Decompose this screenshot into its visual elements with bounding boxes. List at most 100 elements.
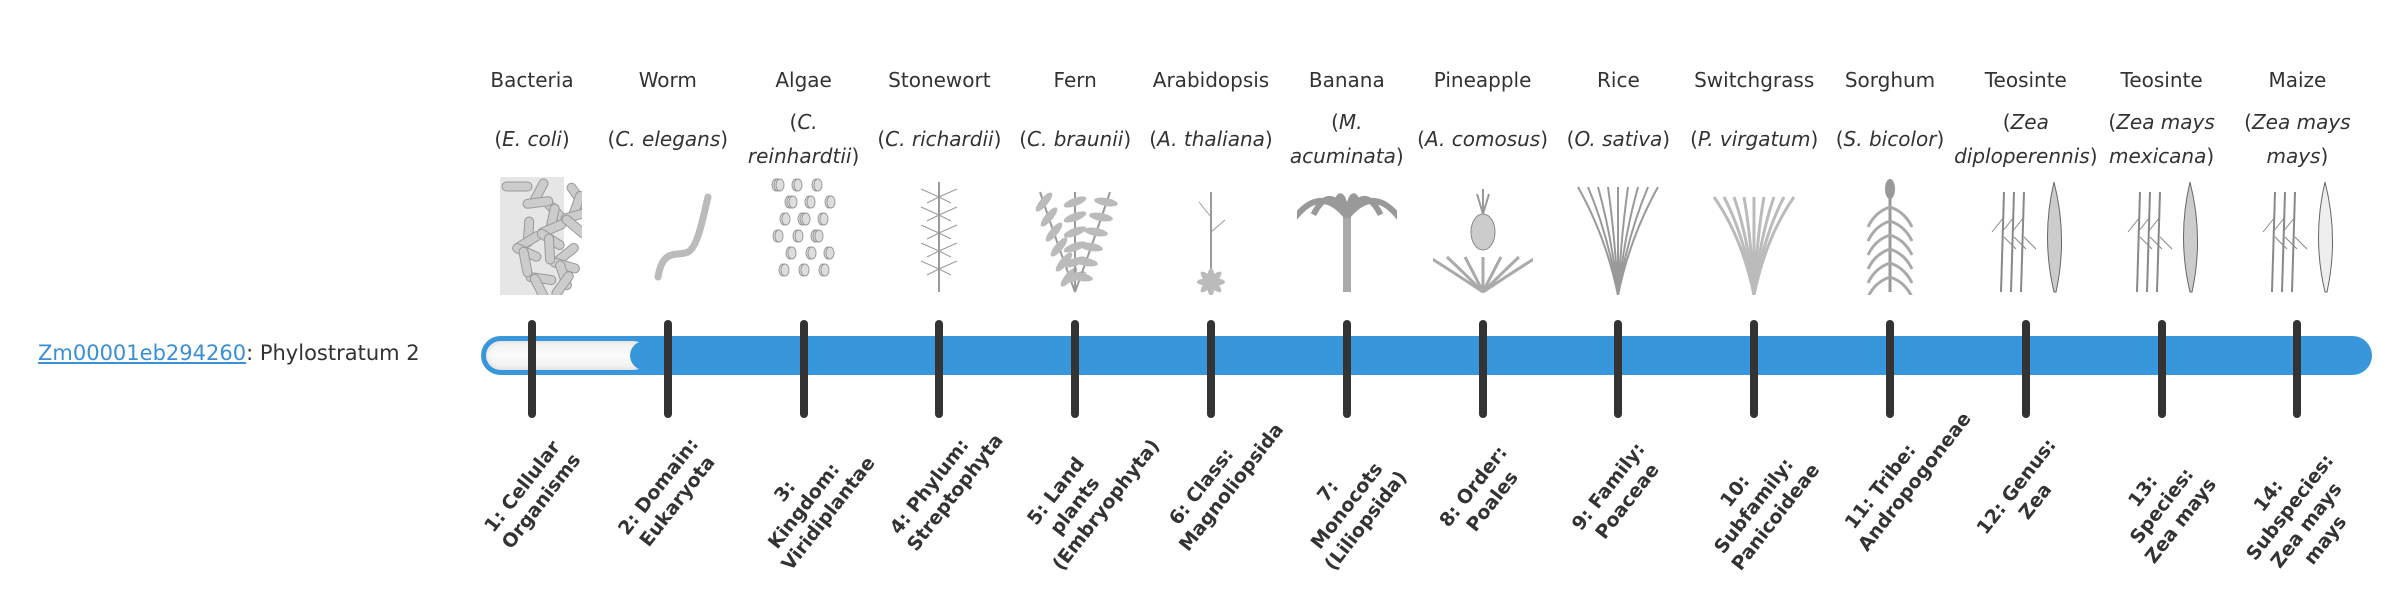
stratum-column: Fern C. braunii 5: Land plants (Embryoph… xyxy=(1007,0,1165,580)
organism-scientific-name: S. bicolor xyxy=(1822,103,1958,175)
organism-scientific-name: Zea mays mays xyxy=(2229,103,2365,175)
organism-common-name: Teosinte xyxy=(2120,68,2203,92)
scientific-name-text: O. sativa xyxy=(1567,122,1670,156)
organism-scientific-name: O. sativa xyxy=(1550,103,1686,175)
stratum-rank-label: 9: Family: Poaceae xyxy=(1567,438,1665,544)
rice-image xyxy=(1568,177,1668,296)
stratum-column: Bacteria E. coli 1: Cellular Organisms xyxy=(464,0,600,580)
stratum-column: Worm C. elegans 2: Domain: Eukaryota xyxy=(600,0,736,580)
organism-scientific-name: E. coli xyxy=(464,103,600,175)
pineapple-image xyxy=(1427,177,1538,295)
organism-common-name: Fern xyxy=(1053,68,1097,92)
teosinte-image xyxy=(1976,177,2076,295)
gene-label: Zm00001eb294260: Phylostratum 2 xyxy=(38,341,420,365)
scientific-name-text: Zea mays mexicana xyxy=(2094,105,2230,173)
sorghum-image xyxy=(1840,177,1940,298)
stratum-column: Maize Zea mays mays 14: Subspecies: Zea … xyxy=(2229,0,2365,580)
organism-scientific-name: P. virgatum xyxy=(1686,103,1822,175)
algae-image xyxy=(754,177,854,295)
stratum-column: Arabidopsis A. thaliana 6: Class: Magnol… xyxy=(1143,0,1289,580)
stratum-column: Rice O. sativa 9: Family: Poaceae xyxy=(1550,0,1686,580)
organism-common-name: Teosinte xyxy=(1984,68,2067,92)
organism-scientific-name: C. reinhardtii xyxy=(736,103,872,175)
gene-separator: : xyxy=(246,341,260,365)
stratum-rank-label: 11: Tribe: Andropogoneae xyxy=(1840,408,1976,556)
organism-common-name: Arabidopsis xyxy=(1152,68,1270,92)
stratum-rank-label: 12: Genus: Zea xyxy=(1972,434,2061,539)
stratum-rank-label: 14: Subspecies: Zea mays mays xyxy=(2242,450,2352,573)
worm-image xyxy=(618,177,718,295)
stratum-tick[interactable] xyxy=(1071,320,1080,418)
stratum-rank-label: 13: Species: Zea mays xyxy=(2123,463,2221,568)
stratum-column: Stonewort C. richardii 4: Phylum: Strept… xyxy=(871,0,1009,580)
organism-scientific-name: Zea mays mexicana xyxy=(2094,103,2230,175)
scientific-name-text: C. elegans xyxy=(608,122,729,156)
organism-common-name: Pineapple xyxy=(1433,68,1532,92)
scientific-name-text: E. coli xyxy=(494,122,569,156)
stratum-rank-label: 8: Order: Poales xyxy=(1434,441,1523,536)
organism-scientific-name: C. elegans xyxy=(600,103,736,175)
scientific-name-text: C. richardii xyxy=(877,122,1001,156)
stratum-tick[interactable] xyxy=(2021,320,2030,418)
scientific-name-text: C. braunii xyxy=(1019,122,1131,156)
phylostratum-slider[interactable] xyxy=(481,336,2372,375)
stratum-tick[interactable] xyxy=(935,320,944,418)
organism-common-name: Rice xyxy=(1597,68,1640,92)
stratum-column: Switchgrass P. virgatum 10: Subfamily: P… xyxy=(1686,0,1825,580)
organism-common-name: Worm xyxy=(638,68,697,92)
stratum-rank-label: 3: Kingdom: Viridiplantae xyxy=(763,452,880,575)
scientific-name-text: M. acuminata xyxy=(1279,105,1415,173)
stonewort-image xyxy=(889,177,989,295)
scientific-name-text: A. comosus xyxy=(1417,122,1548,156)
switchgrass-image xyxy=(1704,177,1804,296)
organism-scientific-name: C. richardii xyxy=(871,103,1007,175)
stratum-column: Banana M. acuminata 7: Monocots (Liliops… xyxy=(1279,0,1415,580)
stratum-tick[interactable] xyxy=(2293,320,2302,418)
stratum-rank-label: 10: Subfamily: Panicoideae xyxy=(1710,454,1825,575)
stratum-tick[interactable] xyxy=(663,320,672,418)
slider-fill-start xyxy=(630,341,660,370)
banana-image xyxy=(1288,177,1406,295)
stratum-tick[interactable] xyxy=(1886,320,1894,418)
stratum-rank-label: 1: Cellular Organisms xyxy=(480,436,586,554)
stratum-tick[interactable] xyxy=(1207,320,1215,418)
organism-common-name: Maize xyxy=(2268,68,2327,92)
scientific-name-text: Zea mays mays xyxy=(2229,105,2365,173)
stratum-tick[interactable] xyxy=(1342,320,1351,418)
stratum-column: Sorghum S. bicolor 11: Tribe: Andropogon… xyxy=(1822,0,1976,580)
stratum-column: Teosinte Zea mays mexicana 13: Species: … xyxy=(2094,0,2230,580)
stratum-rank-label: 2: Domain: Eukaryota xyxy=(613,433,720,551)
stratum-tick[interactable] xyxy=(1614,320,1623,418)
stratum-rank-label: 7: Monocots (Liliopsida) xyxy=(1306,458,1412,575)
stratum-tick[interactable] xyxy=(2157,320,2166,418)
bacteria-image xyxy=(482,177,592,303)
stratum-tick[interactable] xyxy=(799,320,808,418)
organism-common-name: Algae xyxy=(775,68,832,92)
maize-image xyxy=(2247,177,2347,295)
scientific-name-text: S. bicolor xyxy=(1836,122,1945,156)
stratum-rank-label: 6: Class: Magnoliopsida xyxy=(1164,419,1289,556)
scientific-name-text: A. thaliana xyxy=(1149,122,1272,156)
organism-common-name: Sorghum xyxy=(1844,68,1936,92)
slider-unfilled-track xyxy=(486,341,648,370)
organism-scientific-name: C. braunii xyxy=(1007,103,1143,175)
organism-common-name: Switchgrass xyxy=(1694,68,1815,92)
stratum-column: Teosinte Zea diploperennis 12: Genus: Ze… xyxy=(1954,0,2094,580)
stratum-tick[interactable] xyxy=(528,320,536,418)
stratum-tick[interactable] xyxy=(1750,320,1759,418)
gene-link[interactable]: Zm00001eb294260 xyxy=(38,341,247,365)
scientific-name-text: C. reinhardtii xyxy=(736,105,872,173)
stratum-rank-label: 4: Phylum: Streptophyta xyxy=(885,429,1009,556)
organism-scientific-name: Zea diploperennis xyxy=(1954,103,2094,175)
stratum-column: Algae C. reinhardtii 3: Kingdom: Viridip… xyxy=(736,0,880,580)
teosinte-image xyxy=(2112,177,2212,295)
organism-common-name: Banana xyxy=(1308,68,1385,92)
stratum-rank-label: 5: Land plants (Embryophyta) xyxy=(1023,435,1165,575)
fern-image xyxy=(1025,177,1125,295)
scientific-name-text: P. virgatum xyxy=(1690,122,1818,156)
organism-scientific-name: M. acuminata xyxy=(1279,103,1415,175)
stratum-tick[interactable] xyxy=(1478,320,1487,418)
organism-common-name: Bacteria xyxy=(490,68,574,92)
organism-common-name: Stonewort xyxy=(888,68,991,92)
stratum-column: Pineapple A. comosus 8: Order: Poales xyxy=(1415,0,1551,580)
